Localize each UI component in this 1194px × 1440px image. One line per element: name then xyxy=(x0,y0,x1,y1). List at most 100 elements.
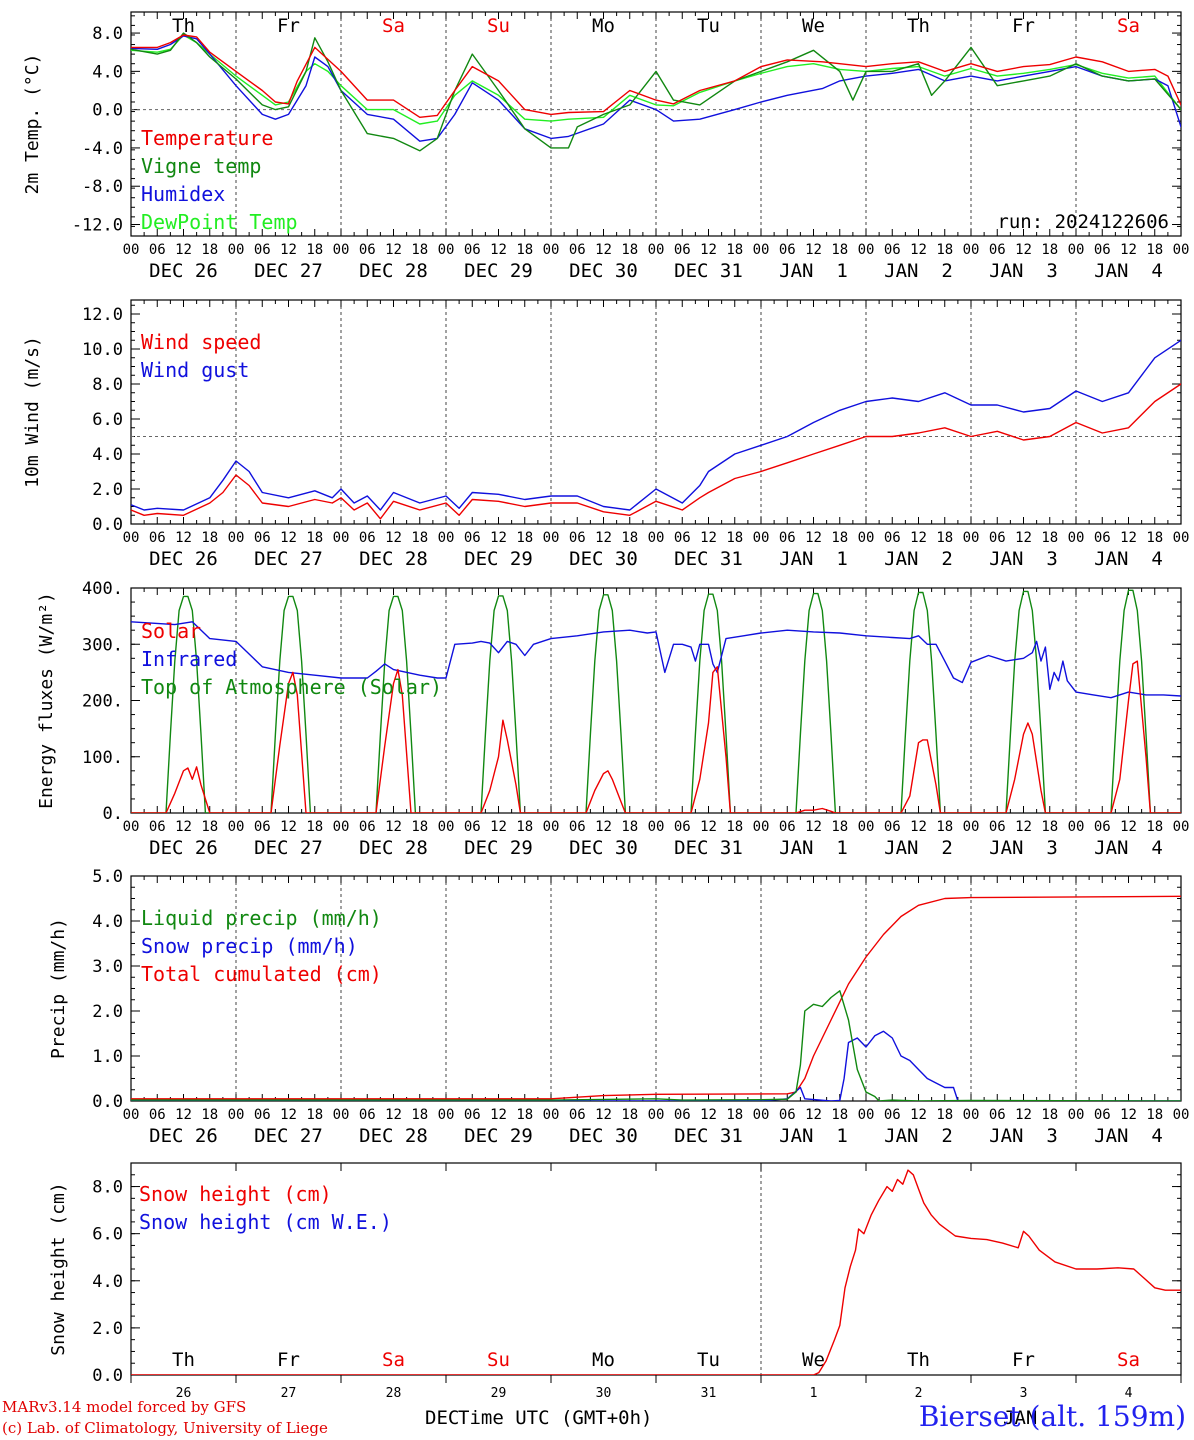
weekday-label: Mo xyxy=(592,1349,615,1371)
hour-tick-label: 06 xyxy=(149,242,166,258)
y-tick-label: 200. xyxy=(82,692,123,712)
legend-entry: Snow height (cm W.E.) xyxy=(139,1210,392,1234)
weekday-label: Fr xyxy=(277,15,300,37)
hour-tick-label: 18 xyxy=(726,530,743,546)
hour-tick-label: 12 xyxy=(595,242,612,258)
date-label: DEC 29 xyxy=(464,1125,533,1147)
hour-tick-label: 12 xyxy=(280,819,297,835)
hour-tick-label: 00 xyxy=(753,1107,770,1123)
y-tick-label: 6.0 xyxy=(92,410,123,430)
y-tick-label: 0.0 xyxy=(92,101,123,121)
date-label: DEC 30 xyxy=(569,1125,638,1147)
weekday-label: Sa xyxy=(1117,15,1140,37)
hour-tick-label: 00 xyxy=(648,1107,665,1123)
hour-tick-label: 00 xyxy=(858,819,875,835)
hour-tick-label: 12 xyxy=(385,819,402,835)
legend-entry: Snow precip (mm/h) xyxy=(141,934,358,958)
time-axis-label: Time UTC (GMT+0h) xyxy=(458,1407,652,1429)
hour-tick-label: 06 xyxy=(1094,1107,1111,1123)
series-group xyxy=(131,32,1181,152)
y-tick-label: 0.0 xyxy=(92,1366,123,1386)
date-label: DEC 28 xyxy=(359,1125,428,1147)
hour-tick-label: 12 xyxy=(1015,819,1032,835)
hour-tick-label: 00 xyxy=(1173,530,1190,546)
hour-tick-label: 18 xyxy=(1146,530,1163,546)
y-tick-label: -8.0 xyxy=(82,177,123,197)
y-tick-label: 300. xyxy=(82,635,123,655)
weekday-label: Fr xyxy=(277,1349,300,1371)
hour-tick-label: 12 xyxy=(280,242,297,258)
hour-tick-label: 18 xyxy=(306,819,323,835)
hour-tick-label: 18 xyxy=(831,242,848,258)
weekday-label: Sa xyxy=(382,1349,405,1371)
date-label: JAN 1 xyxy=(779,548,848,570)
hour-tick-label: 00 xyxy=(753,530,770,546)
hour-tick-label: 12 xyxy=(1120,819,1137,835)
panel-5: 8.0 6.0 4.0 2.0 0.0 Snow height (cm) Th Fr Sa Su M… xyxy=(48,1162,1182,1401)
hour-tick-label: 00 xyxy=(1068,242,1085,258)
hour-tick-label: 06 xyxy=(464,242,481,258)
legend-entry: Humidex xyxy=(141,182,225,206)
date-label: DEC 28 xyxy=(359,837,428,859)
hour-tick-label: 18 xyxy=(516,819,533,835)
hour-tick-label: 00 xyxy=(543,530,560,546)
y-tick-label: -12.0 xyxy=(72,216,123,236)
hour-tick-label: 06 xyxy=(254,819,271,835)
date-label: DEC 28 xyxy=(359,548,428,570)
hour-tick-label: 12 xyxy=(910,819,927,835)
day-number-label: 30 xyxy=(596,1386,612,1401)
hour-tick-label: 12 xyxy=(805,530,822,546)
hour-tick-label: 00 xyxy=(963,819,980,835)
series-group xyxy=(131,589,1181,813)
hour-tick-label: 12 xyxy=(1015,530,1032,546)
hour-tick-label: 00 xyxy=(648,819,665,835)
hour-tick-label: 18 xyxy=(1146,1107,1163,1123)
weekday-label: Tu xyxy=(697,1349,720,1371)
hour-tick-label: 00 xyxy=(648,242,665,258)
hour-tick-label: 12 xyxy=(805,819,822,835)
weekday-label: Th xyxy=(172,15,195,37)
date-label: DEC 28 xyxy=(359,260,428,282)
y-tick-label: 1.0 xyxy=(92,1047,123,1067)
hour-tick-label: 06 xyxy=(149,819,166,835)
hour-tick-label: 12 xyxy=(595,530,612,546)
hour-tick-label: 00 xyxy=(1068,819,1085,835)
hour-tick-label: 12 xyxy=(805,242,822,258)
hour-tick-label: 12 xyxy=(1015,1107,1032,1123)
hour-tick-label: 18 xyxy=(201,819,218,835)
hour-tick-label: 06 xyxy=(359,819,376,835)
hour-tick-label: 00 xyxy=(333,242,350,258)
hour-tick-label: 00 xyxy=(228,819,245,835)
hour-tick-label: 18 xyxy=(1146,819,1163,835)
hour-tick-label: 12 xyxy=(175,1107,192,1123)
hour-tick-label: 18 xyxy=(306,242,323,258)
hour-tick-label: 06 xyxy=(1094,819,1111,835)
hour-tick-label: 00 xyxy=(1173,1107,1190,1123)
hour-tick-label: 00 xyxy=(1068,530,1085,546)
hour-tick-label: 12 xyxy=(280,530,297,546)
series-snow-height-cm xyxy=(131,1169,1181,1375)
hour-tick-label: 00 xyxy=(228,242,245,258)
y-tick-label: 2.0 xyxy=(92,1319,123,1339)
hour-tick-label: 18 xyxy=(306,1107,323,1123)
hour-tick-label: 06 xyxy=(1094,530,1111,546)
date-label: JAN 4 xyxy=(1094,1125,1163,1147)
legend-entry: Solar xyxy=(141,619,201,643)
legend-entry: Wind gust xyxy=(141,358,249,382)
hour-tick-label: 12 xyxy=(385,242,402,258)
hour-tick-label: 00 xyxy=(123,530,140,546)
series-dewpoint-temp xyxy=(131,34,1181,125)
hour-tick-label: 18 xyxy=(936,242,953,258)
hour-tick-label: 00 xyxy=(753,819,770,835)
hour-tick-label: 06 xyxy=(779,530,796,546)
weekday-label: Su xyxy=(487,15,510,37)
date-label: DEC 30 xyxy=(569,260,638,282)
y-tick-label: 5.0 xyxy=(92,867,123,887)
run-annotation: run: 2024122606 xyxy=(997,211,1169,233)
y-tick-label: 8.0 xyxy=(92,375,123,395)
hour-tick-label: 18 xyxy=(621,1107,638,1123)
weekday-label: We xyxy=(802,15,825,37)
date-label: JAN 2 xyxy=(884,548,953,570)
hour-tick-label: 12 xyxy=(700,242,717,258)
